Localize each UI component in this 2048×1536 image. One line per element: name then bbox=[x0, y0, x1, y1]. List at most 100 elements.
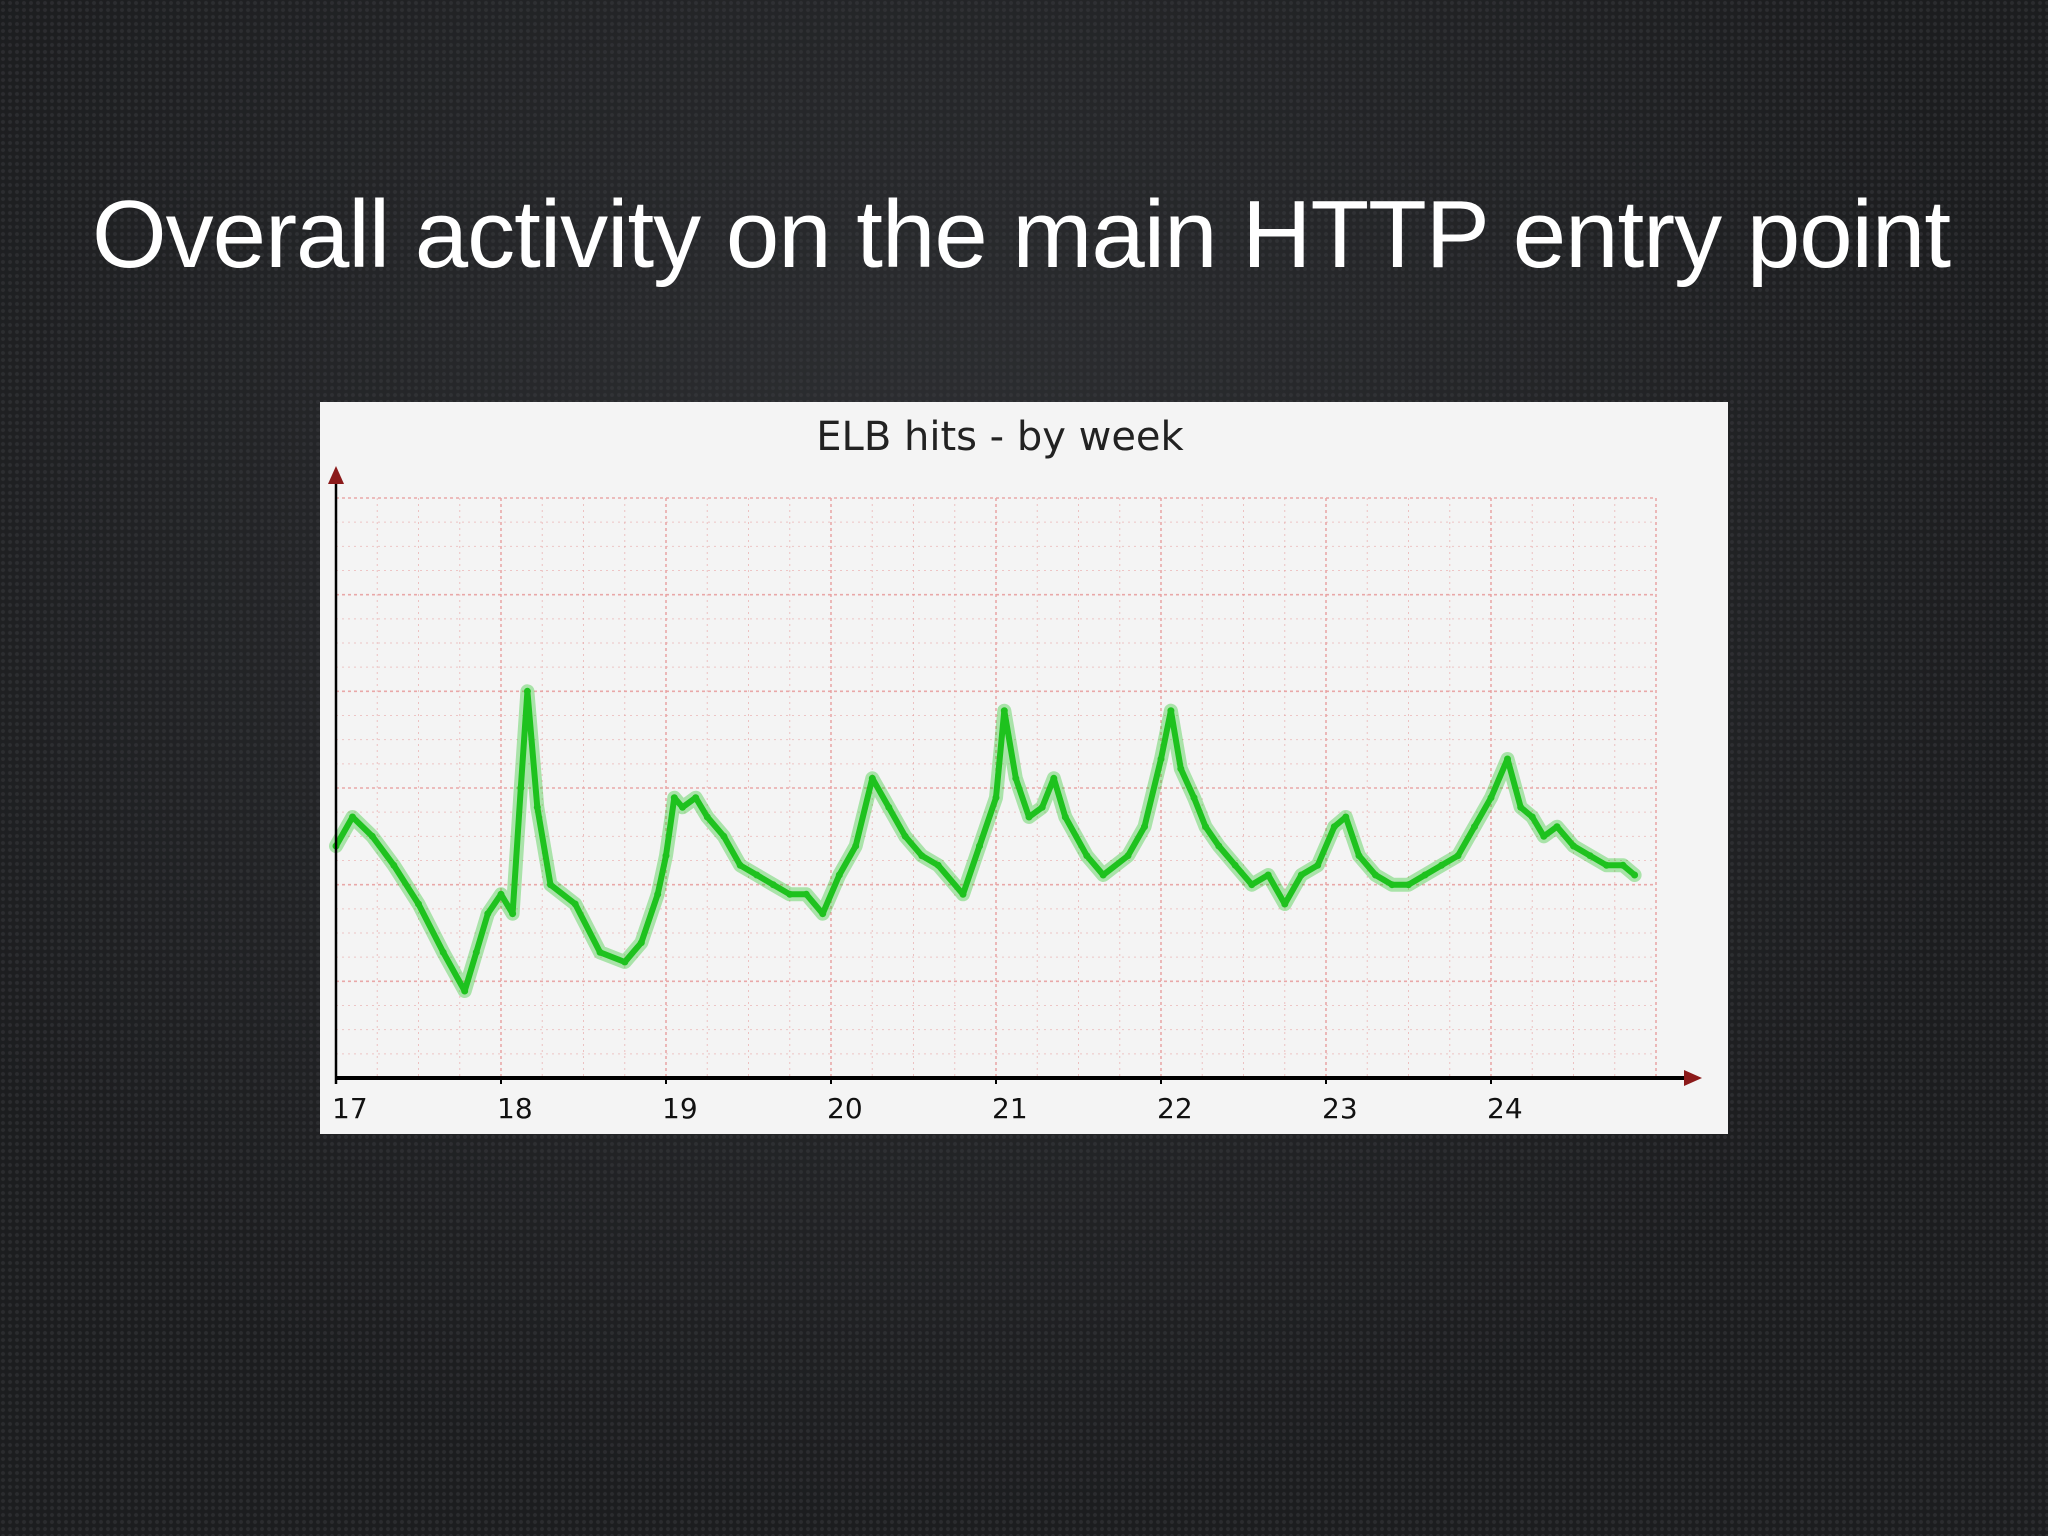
series-point bbox=[736, 861, 744, 869]
series-point bbox=[547, 881, 554, 889]
series-point bbox=[509, 910, 517, 918]
series-point bbox=[679, 803, 686, 811]
series-point bbox=[390, 861, 398, 869]
series-point bbox=[621, 958, 629, 966]
series-point bbox=[934, 861, 942, 869]
series-point bbox=[885, 803, 893, 811]
x-tick-label: 20 bbox=[827, 1092, 863, 1125]
series-point bbox=[1314, 861, 1322, 869]
series-point bbox=[1471, 823, 1478, 831]
series-point bbox=[1099, 871, 1107, 879]
x-tick-label: 17 bbox=[332, 1092, 368, 1125]
series-point bbox=[349, 813, 356, 821]
series-point bbox=[1248, 881, 1256, 889]
series-point bbox=[439, 948, 447, 956]
axes bbox=[328, 466, 1702, 1086]
series-point bbox=[1570, 842, 1577, 850]
series-layer bbox=[329, 684, 1642, 998]
series-point bbox=[901, 832, 909, 840]
series-point bbox=[786, 890, 794, 898]
series-point bbox=[1281, 900, 1289, 908]
x-tick-label: 22 bbox=[1157, 1092, 1193, 1125]
series-point bbox=[654, 890, 662, 898]
series-point bbox=[1504, 755, 1511, 763]
chart-panel: ELB hits - by week 17 18 19 20 21 22 23 24 bbox=[320, 402, 1728, 1134]
series-point bbox=[1372, 871, 1379, 879]
x-tick-label: 21 bbox=[992, 1092, 1028, 1125]
series-point bbox=[1553, 823, 1561, 831]
series-point bbox=[472, 948, 480, 956]
series-point bbox=[1487, 794, 1495, 802]
series-point bbox=[1517, 803, 1525, 811]
series-point bbox=[1438, 861, 1445, 869]
series-point bbox=[497, 890, 505, 898]
series-point bbox=[1540, 832, 1548, 840]
series-point bbox=[670, 794, 678, 802]
series-point bbox=[1012, 774, 1020, 782]
series-point bbox=[368, 832, 376, 840]
x-tick-label: 18 bbox=[497, 1092, 533, 1125]
series-point bbox=[484, 910, 492, 918]
series-point bbox=[802, 890, 810, 898]
series-point bbox=[1528, 813, 1536, 821]
series-point bbox=[1388, 881, 1396, 889]
series-point bbox=[1330, 823, 1338, 831]
x-tick-label: 19 bbox=[662, 1092, 698, 1125]
series-point bbox=[769, 881, 777, 889]
series-point bbox=[662, 852, 670, 860]
series-point bbox=[1603, 861, 1610, 869]
series-point bbox=[1141, 823, 1148, 831]
x-tick-label: 24 bbox=[1487, 1092, 1523, 1125]
series-point bbox=[517, 784, 525, 792]
series-point bbox=[1405, 881, 1412, 889]
y-axis-arrow bbox=[328, 466, 344, 484]
x-axis-arrow bbox=[1684, 1070, 1702, 1086]
series-point bbox=[1190, 794, 1198, 802]
series-point bbox=[1050, 774, 1058, 782]
series-point bbox=[992, 794, 1000, 802]
series-point bbox=[1177, 765, 1185, 773]
series-point bbox=[753, 871, 761, 879]
series-point bbox=[1061, 813, 1069, 821]
series-point bbox=[1619, 861, 1627, 869]
series-point bbox=[637, 939, 645, 947]
chart-title: ELB hits - by week bbox=[816, 414, 1184, 460]
series-point bbox=[1167, 707, 1175, 715]
series-point bbox=[868, 774, 876, 782]
series-point bbox=[1454, 852, 1462, 860]
series-point bbox=[461, 987, 469, 995]
series-point bbox=[1000, 707, 1008, 715]
series-point bbox=[1038, 803, 1046, 811]
series-point bbox=[1264, 871, 1272, 879]
series-point bbox=[918, 852, 926, 860]
series-point bbox=[1297, 871, 1305, 879]
series-point bbox=[1421, 871, 1429, 879]
series-point bbox=[533, 803, 541, 811]
series-point bbox=[976, 842, 983, 850]
series-point bbox=[1342, 813, 1350, 821]
series-point bbox=[1231, 861, 1239, 869]
x-tick-labels: 17 18 19 20 21 22 23 24 bbox=[332, 1078, 1523, 1125]
series-point bbox=[852, 842, 860, 850]
series-point bbox=[692, 794, 700, 802]
series-point bbox=[1083, 852, 1091, 860]
chart-svg: ELB hits - by week 17 18 19 20 21 22 23 24 bbox=[328, 414, 1702, 1125]
slide-title: Overall activity on the main HTTP entry … bbox=[92, 181, 1951, 288]
series-point bbox=[415, 900, 422, 908]
series-point bbox=[1215, 842, 1223, 850]
series-point bbox=[523, 687, 531, 695]
series-point bbox=[571, 900, 579, 908]
series-point bbox=[596, 948, 604, 956]
series-point bbox=[1586, 852, 1594, 860]
series-point bbox=[720, 832, 728, 840]
series-point bbox=[703, 813, 711, 821]
x-tick-label: 23 bbox=[1322, 1092, 1358, 1125]
series-point bbox=[1025, 813, 1033, 821]
series-point bbox=[835, 871, 843, 879]
series-point bbox=[959, 890, 967, 898]
series-point bbox=[1202, 823, 1209, 831]
series-point bbox=[1124, 852, 1132, 860]
series-point bbox=[1157, 755, 1165, 763]
series-point bbox=[1355, 852, 1363, 860]
series-point bbox=[819, 910, 827, 918]
